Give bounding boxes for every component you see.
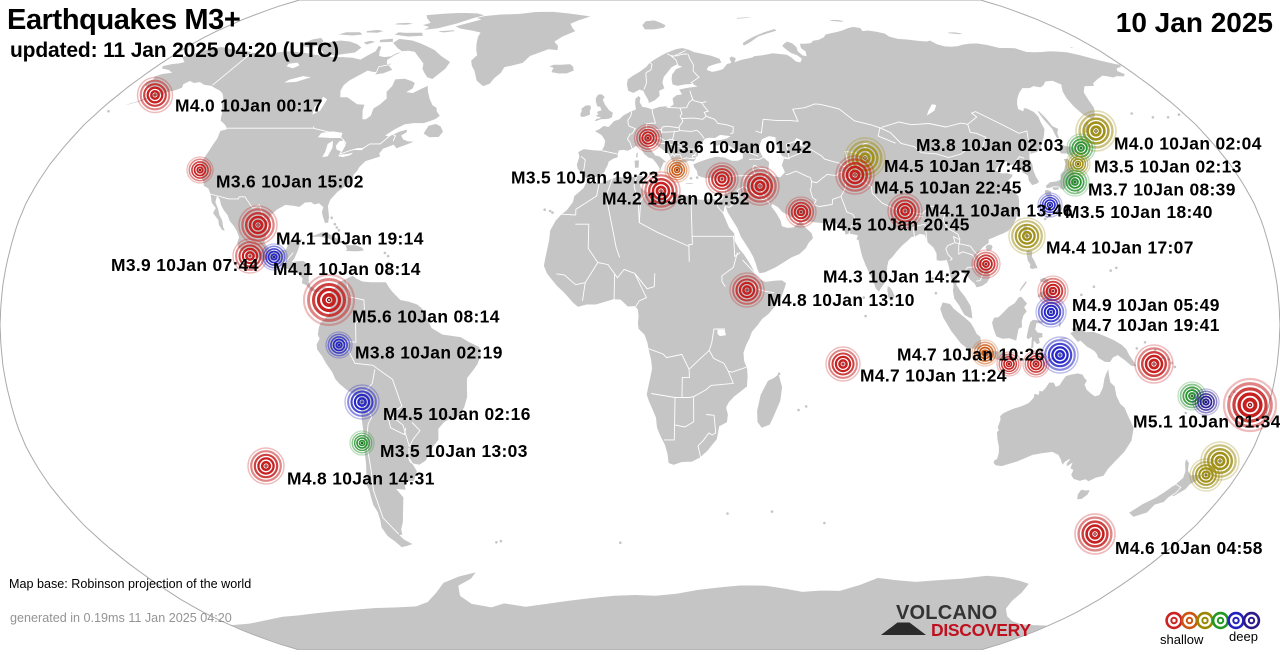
svg-text:M4.5 10Jan 17:48: M4.5 10Jan 17:48	[884, 156, 1032, 176]
svg-text:M4.1 10Jan 13:46: M4.1 10Jan 13:46	[925, 201, 1073, 221]
svg-text:M4.1 10Jan 08:14: M4.1 10Jan 08:14	[273, 259, 421, 279]
svg-text:M3.5 10Jan 19:23: M3.5 10Jan 19:23	[511, 168, 659, 188]
svg-text:M4.7 10Jan 19:41: M4.7 10Jan 19:41	[1072, 315, 1220, 335]
svg-text:M4.9 10Jan 05:49: M4.9 10Jan 05:49	[1072, 295, 1220, 315]
svg-text:shallow: shallow	[1160, 632, 1204, 647]
svg-text:M3.5 10Jan 02:13: M3.5 10Jan 02:13	[1094, 157, 1242, 177]
svg-text:M4.7 10Jan 11:24: M4.7 10Jan 11:24	[860, 366, 1007, 386]
svg-text:M3.6 10Jan 15:02: M3.6 10Jan 15:02	[216, 172, 364, 192]
svg-text:M4.4 10Jan 17:07: M4.4 10Jan 17:07	[1046, 238, 1194, 258]
svg-text:M4.6 10Jan 04:58: M4.6 10Jan 04:58	[1115, 538, 1263, 558]
svg-text:M3.6 10Jan 01:42: M3.6 10Jan 01:42	[664, 137, 812, 157]
svg-text:M4.8 10Jan 14:31: M4.8 10Jan 14:31	[287, 469, 435, 489]
svg-text:M4.5 10Jan 22:45: M4.5 10Jan 22:45	[874, 178, 1022, 198]
svg-text:M3.8 10Jan 02:19: M3.8 10Jan 02:19	[355, 343, 503, 363]
svg-text:M4.8 10Jan 13:10: M4.8 10Jan 13:10	[767, 290, 915, 310]
svg-text:M4.7 10Jan 10:26: M4.7 10Jan 10:26	[897, 345, 1045, 365]
svg-text:M5.1 10Jan 01:34: M5.1 10Jan 01:34	[1133, 412, 1280, 432]
svg-text:M4.5 10Jan 02:16: M4.5 10Jan 02:16	[383, 404, 531, 424]
svg-text:M4.5 10Jan 20:45: M4.5 10Jan 20:45	[822, 215, 970, 235]
svg-text:M3.5 10Jan 13:03: M3.5 10Jan 13:03	[380, 441, 528, 461]
svg-text:M3.5 10Jan 18:40: M3.5 10Jan 18:40	[1065, 202, 1213, 222]
svg-text:M3.7 10Jan 08:39: M3.7 10Jan 08:39	[1088, 180, 1236, 200]
svg-text:M4.3 10Jan 14:27: M4.3 10Jan 14:27	[823, 267, 971, 287]
svg-text:deep: deep	[1229, 629, 1258, 644]
svg-text:M3.9 10Jan 07:44: M3.9 10Jan 07:44	[111, 255, 259, 275]
svg-text:VOLCANO: VOLCANO	[896, 602, 997, 624]
svg-text:DISCOVERY: DISCOVERY	[931, 620, 1031, 640]
svg-text:M4.0 10Jan 00:17: M4.0 10Jan 00:17	[175, 96, 323, 116]
svg-text:M4.0 10Jan 02:04: M4.0 10Jan 02:04	[1114, 134, 1262, 154]
svg-text:M4.1 10Jan 19:14: M4.1 10Jan 19:14	[276, 229, 424, 249]
svg-text:M4.2 10Jan 02:52: M4.2 10Jan 02:52	[602, 189, 750, 209]
svg-text:M5.6 10Jan 08:14: M5.6 10Jan 08:14	[352, 307, 500, 327]
svg-text:M3.8 10Jan 02:03: M3.8 10Jan 02:03	[916, 135, 1064, 155]
